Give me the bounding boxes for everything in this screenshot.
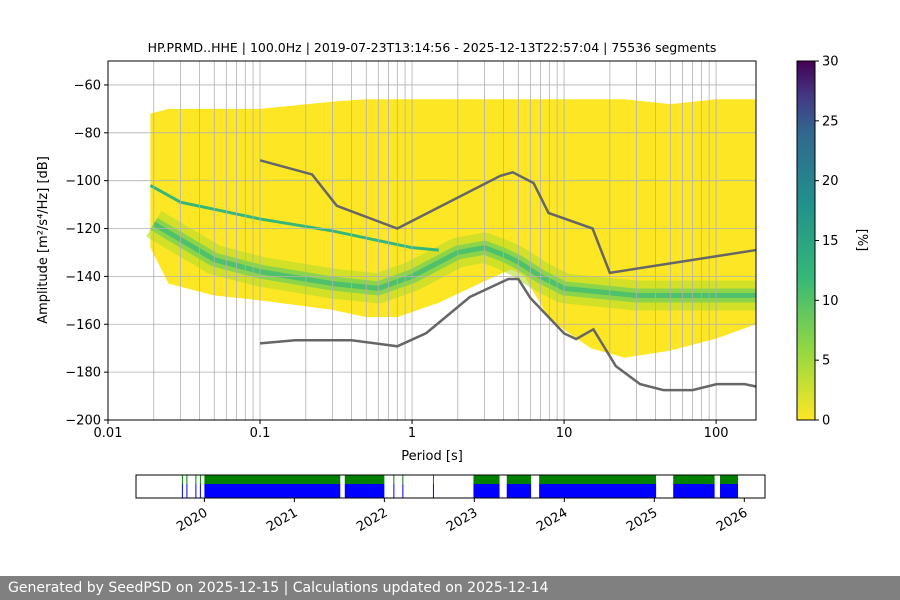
footer-text: Generated by SeedPSD on 2025-12-15 | Cal…: [0, 576, 900, 600]
coverage-bar-bottom: [673, 484, 715, 498]
noise-model-curves: [259, 159, 757, 392]
timeline-tick-label: 2023: [444, 505, 480, 535]
timeline-frame: [135, 474, 766, 499]
coverage-bar-bottom: [186, 484, 188, 498]
coverage-bar-top: [393, 475, 395, 484]
coverage-bar-top: [432, 475, 434, 484]
timeline-tick-label: 2024: [534, 505, 570, 535]
x-tick-label: 0.01: [94, 426, 123, 441]
coverage-bar-top: [181, 475, 183, 484]
coverage-bar-bottom: [720, 484, 739, 498]
coverage-timeline: 2020 2021 2022 2023 2024 2025 2026: [135, 474, 766, 535]
colorbar-tick-label: 0: [822, 414, 830, 429]
timeline-tick-label: 2021: [264, 505, 300, 535]
coverage-bar-bottom: [432, 484, 434, 498]
plot-frame: [107, 60, 757, 421]
y-tick-label: −160: [65, 318, 101, 333]
colorbar-tick-label: 20: [822, 174, 839, 189]
coverage-bar-top: [344, 475, 385, 484]
density-secondary-line: [149, 184, 439, 252]
coverage-bar-bottom: [506, 484, 532, 498]
coverage-bar-top: [402, 475, 404, 484]
y-axis-label: Amplitude [m²/s⁴/Hz] [dB]: [36, 156, 51, 324]
axes-ticks: 0.01 0.1 1 10 100 −60 −80 −100 −120 −140 −160 −180 −…: [65, 78, 728, 441]
colorbar-ticks: 0 5 10 15 20 25 30: [815, 55, 839, 429]
timeline-tick-label: 2020: [174, 505, 210, 535]
nhnm-curve: [259, 159, 757, 275]
colorbar-tick-label: 15: [822, 234, 839, 249]
y-tick-label: −120: [65, 222, 101, 237]
timeline-tick-label: 2026: [714, 505, 750, 535]
coverage-bar-bottom: [473, 484, 500, 498]
coverage-bar-top: [186, 475, 188, 484]
colorbar-label: [%]: [854, 229, 869, 252]
coverage-bar-top: [195, 475, 197, 484]
density-mode-core: [152, 221, 756, 299]
x-tick-label: 0.1: [250, 426, 271, 441]
timeline-tick-label: 2025: [624, 505, 660, 535]
chart-title: HP.PRMD..HHE | 100.0Hz | 2019-07-23T13:1…: [148, 40, 717, 55]
coverage-bar-bottom: [195, 484, 197, 498]
colorbar-tick-label: 5: [822, 354, 830, 369]
coverage-bar-top: [539, 475, 657, 484]
colorbar-tick-label: 30: [822, 55, 839, 70]
y-tick-label: −200: [65, 414, 101, 429]
x-tick-label: 100: [704, 426, 729, 441]
coverage-bar-bottom: [402, 484, 404, 498]
coverage-bar-bottom: [344, 484, 385, 498]
coverage-bar-top: [720, 475, 739, 484]
coverage-bar-top: [199, 475, 201, 484]
x-axis-label: Period [s]: [401, 449, 463, 464]
coverage-bar-bottom: [204, 484, 341, 498]
coverage-bar-top: [473, 475, 500, 484]
nlnm-curve: [259, 277, 757, 392]
colorbar: [796, 60, 816, 421]
y-tick-label: −140: [65, 270, 101, 285]
coverage-bar-top: [506, 475, 532, 484]
coverage-bar-bottom: [181, 484, 183, 498]
y-tick-label: −180: [65, 366, 101, 381]
coverage-bar-bottom: [539, 484, 657, 498]
coverage-bar-top: [204, 475, 341, 484]
colorbar-tick-label: 25: [822, 114, 839, 129]
x-tick-label: 1: [408, 426, 416, 441]
y-tick-label: −100: [65, 174, 101, 189]
x-tick-label: 10: [556, 426, 573, 441]
coverage-bar-bottom: [199, 484, 201, 498]
y-tick-label: −80: [74, 126, 101, 141]
y-tick-label: −60: [74, 78, 101, 93]
coverage-bar-top: [673, 475, 715, 484]
coverage-bar-bottom: [393, 484, 395, 498]
timeline-tick-label: 2022: [354, 505, 390, 535]
colorbar-tick-label: 10: [822, 294, 839, 309]
